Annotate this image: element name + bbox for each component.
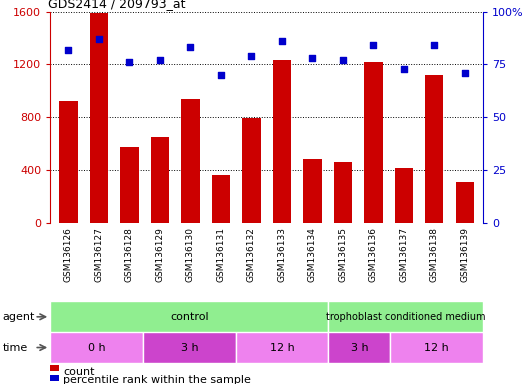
Text: agent: agent (3, 312, 35, 322)
Bar (120, 147, 138, 223)
Bar (364, 62, 382, 223)
Bar (242, 118, 260, 223)
Point (64, 46, 73, 53)
Text: GSM136128: GSM136128 (125, 227, 134, 281)
Text: GDS2414 / 209793_at: GDS2414 / 209793_at (48, 0, 185, 10)
Bar (328, 301, 483, 332)
Bar (303, 159, 322, 223)
Point (247, 53, 256, 59)
Text: 12 h: 12 h (270, 343, 295, 353)
Bar (456, 182, 474, 223)
Bar (59, 101, 78, 223)
Bar (143, 332, 235, 363)
Bar (50, 364, 59, 371)
Bar (390, 332, 483, 363)
Point (156, 57, 164, 63)
Bar (50, 332, 143, 363)
Text: 3 h: 3 h (181, 343, 198, 353)
Bar (151, 137, 169, 223)
Text: GSM136135: GSM136135 (338, 227, 347, 281)
Bar (425, 75, 444, 223)
Text: GSM136137: GSM136137 (399, 227, 408, 281)
Text: GSM136126: GSM136126 (64, 227, 73, 281)
Bar (334, 162, 352, 223)
Text: trophoblast conditioned medium: trophoblast conditioned medium (326, 312, 486, 322)
Text: 0 h: 0 h (88, 343, 106, 353)
Point (278, 38, 286, 44)
Bar (235, 332, 328, 363)
Text: percentile rank within the sample: percentile rank within the sample (63, 375, 251, 384)
Point (338, 57, 347, 63)
Text: 3 h: 3 h (351, 343, 368, 353)
Point (186, 44, 195, 50)
Bar (212, 175, 230, 223)
Text: control: control (170, 312, 209, 322)
Text: GSM136134: GSM136134 (308, 227, 317, 281)
Text: GSM136133: GSM136133 (277, 227, 286, 281)
Text: GSM136131: GSM136131 (216, 227, 225, 281)
Bar (50, 375, 59, 381)
Point (216, 72, 225, 78)
Text: GSM136127: GSM136127 (95, 227, 103, 281)
Bar (50, 301, 328, 332)
Text: GSM136138: GSM136138 (430, 227, 439, 281)
Point (460, 70, 469, 76)
Point (308, 55, 317, 61)
Point (430, 42, 439, 48)
Text: GSM136136: GSM136136 (369, 227, 378, 281)
Text: GSM136130: GSM136130 (186, 227, 195, 281)
Text: GSM136129: GSM136129 (155, 227, 164, 281)
Bar (328, 332, 390, 363)
Bar (273, 60, 291, 223)
Point (369, 42, 378, 48)
Bar (395, 168, 413, 223)
Bar (181, 99, 200, 223)
Text: GSM136132: GSM136132 (247, 227, 256, 281)
Point (400, 65, 408, 71)
Text: GSM136139: GSM136139 (460, 227, 469, 281)
Text: 12 h: 12 h (425, 343, 449, 353)
Point (125, 59, 134, 65)
Bar (90, 13, 108, 223)
Point (95, 36, 103, 42)
Text: time: time (3, 343, 28, 353)
Text: count: count (63, 367, 95, 377)
